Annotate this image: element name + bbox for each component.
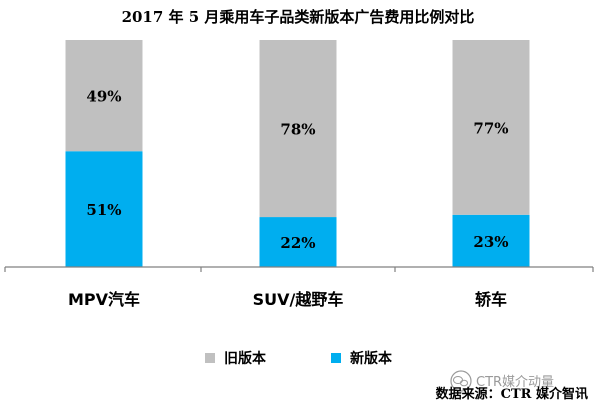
category-label-1: MPV汽车: [68, 290, 140, 309]
data-label-old-version-3: 77%: [473, 119, 508, 137]
wechat-icon: [450, 370, 472, 392]
legend-swatch-new-version: [331, 353, 341, 363]
bar-old-version-2: [259, 40, 337, 218]
bar-old-version-3: [452, 40, 530, 215]
data-label-new-version-2: 22%: [280, 234, 315, 252]
data-label-new-version-3: 23%: [473, 233, 508, 251]
data-label-old-version-1: 49%: [86, 88, 121, 106]
chart-title: 2017 年 5 月乘用车子品类新版本广告费用比例对比: [122, 8, 475, 26]
legend-label-new-version: 新版本: [350, 350, 393, 367]
legend-label-old-version: 旧版本: [224, 350, 267, 367]
legend: 旧版本 新版本: [205, 350, 393, 367]
data-label-new-version-1: 51%: [86, 201, 121, 219]
watermark: CTR媒介动量: [450, 370, 554, 392]
source-note: 数据来源：CTR 媒介智讯: [436, 386, 588, 402]
category-label-3: 轿车: [475, 290, 507, 309]
data-label-old-version-2: 78%: [280, 121, 315, 139]
bar-new-version-3: [452, 214, 530, 267]
category-labels-group: MPV汽车 SUV/越野车 轿车: [68, 290, 507, 309]
bar-old-version-1: [65, 40, 143, 152]
bar-new-version-1: [65, 151, 143, 267]
category-label-2: SUV/越野车: [253, 290, 344, 309]
legend-swatch-old-version: [205, 353, 215, 363]
bars-group: [65, 40, 530, 267]
bar-new-version-2: [259, 217, 337, 267]
watermark-text: CTR媒介动量: [476, 375, 554, 390]
x-axis-ticks: [4, 267, 594, 272]
value-labels-group: 51% 49% 22% 78% 23% 77%: [86, 88, 508, 252]
